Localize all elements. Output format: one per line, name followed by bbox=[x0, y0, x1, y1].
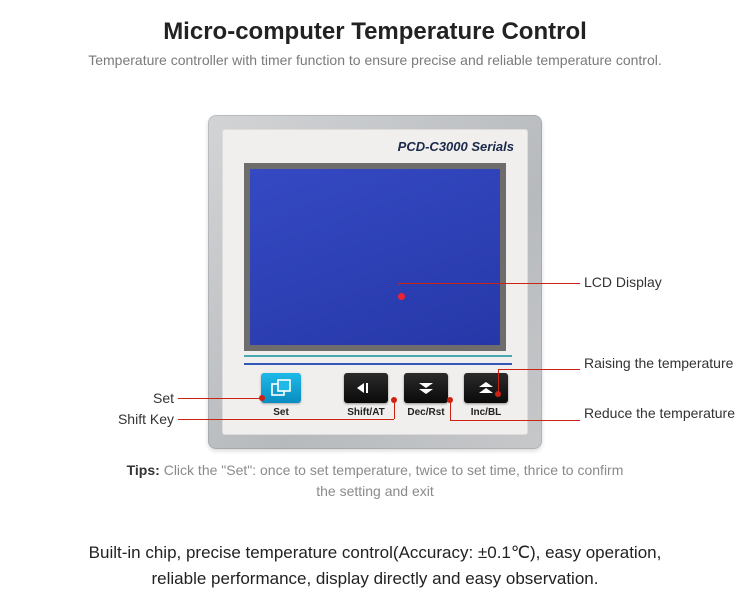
callout-set: Set bbox=[120, 390, 174, 406]
callout-raise-text: Raising the temperature bbox=[584, 355, 733, 371]
tips-text: Tips: Click the "Set": once to set tempe… bbox=[0, 460, 750, 502]
inc-bl-label: Inc/BL bbox=[471, 407, 502, 418]
shift-at-button[interactable] bbox=[344, 373, 388, 403]
up-icon bbox=[476, 381, 496, 395]
lcd-display bbox=[250, 169, 500, 345]
callout-line-shift-v bbox=[394, 400, 395, 419]
model-label: PCD-C3000 Serials bbox=[398, 139, 514, 154]
set-button-label: Set bbox=[273, 407, 289, 418]
callout-lcd: LCD Display bbox=[584, 274, 662, 290]
overlap-squares-icon bbox=[270, 379, 292, 397]
stripe-teal bbox=[244, 355, 512, 357]
dec-rst-label: Dec/Rst bbox=[407, 407, 444, 418]
inc-bl-button[interactable] bbox=[464, 373, 508, 403]
callout-raise: Raising the temperature bbox=[584, 355, 733, 372]
shift-icon bbox=[355, 381, 377, 395]
callout-line-shift-h bbox=[178, 419, 394, 420]
set-button-group: Set bbox=[244, 373, 318, 418]
stripe-blue bbox=[244, 363, 512, 365]
page-title: Micro-computer Temperature Control bbox=[0, 0, 750, 46]
callout-line-reduce-h bbox=[450, 420, 580, 421]
callout-reduce-text: Reduce the temperature bbox=[584, 405, 735, 421]
black-button-group: Shift/AT Dec/Rst bbox=[340, 373, 512, 418]
callout-dot-lcd bbox=[398, 293, 405, 300]
dec-rst-button[interactable] bbox=[404, 373, 448, 403]
down-icon bbox=[416, 381, 436, 395]
tips-body: Click the "Set": once to set temperature… bbox=[164, 462, 624, 499]
callout-reduce: Reduce the temperature bbox=[584, 405, 735, 422]
device-faceplate: PCD-C3000 Serials Set bbox=[222, 129, 528, 435]
callout-shift: Shift Key bbox=[100, 411, 174, 427]
callout-line-reduce-v bbox=[450, 400, 451, 420]
footer-text: Built-in chip, precise temperature contr… bbox=[0, 540, 750, 591]
set-button[interactable] bbox=[261, 373, 301, 403]
lcd-frame bbox=[244, 163, 506, 351]
callout-line-raise bbox=[498, 369, 499, 394]
tips-label: Tips: bbox=[127, 462, 160, 478]
callout-line-lcd bbox=[398, 283, 580, 284]
callout-line-raise-h bbox=[498, 369, 580, 370]
page-subtitle: Temperature controller with timer functi… bbox=[0, 46, 750, 68]
callout-line-set bbox=[178, 398, 262, 399]
button-row: Set Shift/AT bbox=[244, 373, 512, 425]
shift-at-label: Shift/AT bbox=[347, 407, 385, 418]
